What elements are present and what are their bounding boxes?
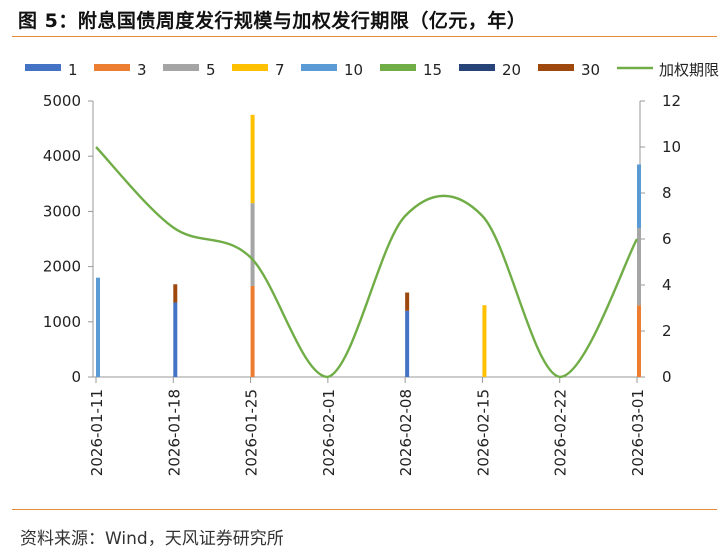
legend-label-1: 1: [68, 61, 78, 79]
y-left-tick-label: 5000: [43, 92, 81, 110]
legend-swatch-3: [94, 64, 130, 71]
bar-segment-7: [250, 114, 255, 204]
y-left-tick-label: 2000: [43, 258, 81, 276]
line-weighted-maturity: [95, 146, 639, 379]
axes: 0 1000 2000 3000 4000 5000 0 2 4 6 8 10 12 2026-01-11…: [43, 92, 681, 476]
x-tick-label: 2026-02-15: [474, 389, 492, 476]
bar-segment-5: [250, 203, 255, 286]
legend-swatch-20: [459, 64, 495, 71]
chart-title: 图 5：附息国债周度发行规模与加权发行期限（亿元，年）: [18, 10, 527, 32]
line-series: [95, 146, 639, 379]
x-tick-label: 2026-02-08: [397, 389, 415, 476]
bar-segment-1: [405, 310, 410, 377]
bar-segment-3: [637, 305, 641, 377]
legend-swatch-5: [163, 64, 199, 71]
bar-segment-10: [96, 277, 100, 377]
y-left-tick-label: 0: [71, 368, 81, 386]
bar-segment-10: [637, 164, 641, 228]
title-divider: [12, 36, 717, 37]
x-tick-label: 2026-02-01: [320, 389, 338, 476]
y-left-tick-label: 4000: [43, 147, 81, 165]
source-note: 资料来源：Wind，天风证券研究所: [20, 529, 284, 549]
bars: [96, 114, 641, 377]
legend-label-10: 10: [344, 61, 363, 79]
y-right-tick-label: 0: [662, 368, 672, 386]
legend-swatch-1: [25, 64, 61, 71]
legend-label-30: 30: [581, 61, 600, 79]
footer-divider: [12, 509, 717, 510]
legend-label-line: 加权期限（右）: [659, 61, 725, 79]
x-tick-label: 2026-01-18: [165, 389, 183, 476]
legend-swatch-15: [380, 64, 416, 71]
legend-label-5: 5: [206, 61, 216, 79]
legend-label-15: 15: [423, 61, 442, 79]
y-right-tick-label: 10: [662, 138, 681, 156]
y-left-tick-label: 1000: [43, 313, 81, 331]
x-tick-label: 2026-03-01: [629, 389, 647, 476]
legend-swatch-10: [301, 64, 337, 71]
y-right-tick-label: 8: [662, 184, 672, 202]
y-right-tick-label: 4: [662, 276, 672, 294]
y-right-tick-label: 2: [662, 322, 672, 340]
bar-segment-30: [173, 284, 178, 303]
bar-segment-5: [637, 227, 641, 306]
legend-label-3: 3: [137, 61, 147, 79]
y-right-tick-label: 12: [662, 92, 681, 110]
legend: 1 3 5 7 10 15 20 30 加权期限（右）: [25, 61, 725, 79]
x-tick-label: 2026-01-11: [88, 389, 106, 476]
legend-swatch-7: [232, 64, 268, 71]
y-right-tick-label: 6: [662, 230, 672, 248]
bar-segment-30: [405, 292, 410, 311]
x-tick-label: 2026-02-22: [552, 389, 570, 476]
legend-swatch-30: [538, 64, 574, 71]
bar-segment-1: [173, 302, 178, 377]
y-left-tick-label: 3000: [43, 202, 81, 220]
legend-label-20: 20: [502, 61, 521, 79]
bar-segment-7: [482, 305, 487, 377]
legend-label-7: 7: [275, 61, 285, 79]
x-tick-label: 2026-01-25: [243, 389, 261, 476]
bar-segment-3: [250, 285, 255, 377]
